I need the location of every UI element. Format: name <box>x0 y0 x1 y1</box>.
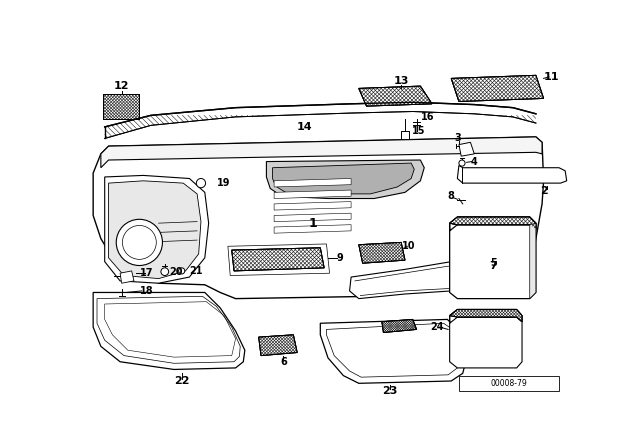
Text: 13: 13 <box>394 76 409 86</box>
Text: 17: 17 <box>140 268 154 278</box>
Polygon shape <box>359 86 432 106</box>
Polygon shape <box>530 223 536 299</box>
Text: 20: 20 <box>169 267 182 277</box>
Circle shape <box>196 178 205 188</box>
Polygon shape <box>103 94 140 119</box>
Text: 18: 18 <box>140 286 154 296</box>
Polygon shape <box>459 142 474 156</box>
Text: 15: 15 <box>412 126 426 136</box>
Text: 19: 19 <box>218 178 231 188</box>
Text: 21: 21 <box>189 266 202 276</box>
Polygon shape <box>151 108 236 125</box>
Polygon shape <box>320 319 467 383</box>
Text: 4: 4 <box>471 156 477 167</box>
Polygon shape <box>93 137 543 299</box>
Polygon shape <box>105 102 536 138</box>
Polygon shape <box>101 137 542 168</box>
Polygon shape <box>513 108 536 123</box>
Polygon shape <box>450 223 536 299</box>
Polygon shape <box>450 217 536 229</box>
Polygon shape <box>351 102 413 113</box>
Polygon shape <box>359 86 432 106</box>
Text: 16: 16 <box>421 112 435 122</box>
Text: 14: 14 <box>297 122 313 132</box>
Polygon shape <box>450 217 536 229</box>
Text: 12: 12 <box>114 81 129 91</box>
Text: 11: 11 <box>543 72 559 82</box>
Polygon shape <box>474 104 513 117</box>
Circle shape <box>161 268 168 276</box>
Polygon shape <box>450 310 522 322</box>
Polygon shape <box>232 248 324 271</box>
Polygon shape <box>103 94 140 119</box>
Text: 23: 23 <box>382 386 397 396</box>
Circle shape <box>179 268 185 274</box>
Text: 24: 24 <box>431 322 444 332</box>
Text: 00008-79: 00008-79 <box>491 379 527 388</box>
Polygon shape <box>382 319 417 332</box>
Text: 3: 3 <box>454 134 461 143</box>
Polygon shape <box>359 242 405 263</box>
Polygon shape <box>274 190 351 198</box>
Polygon shape <box>105 176 209 283</box>
Text: 7: 7 <box>490 260 497 271</box>
Polygon shape <box>450 310 522 322</box>
Bar <box>459 375 559 391</box>
Polygon shape <box>274 202 351 210</box>
Polygon shape <box>458 165 566 183</box>
Polygon shape <box>120 271 134 283</box>
Polygon shape <box>451 75 543 102</box>
Polygon shape <box>401 131 409 140</box>
Text: 2: 2 <box>540 186 547 196</box>
Text: 5: 5 <box>490 258 497 268</box>
Text: 22: 22 <box>174 376 189 386</box>
Polygon shape <box>382 319 417 332</box>
Polygon shape <box>274 225 351 233</box>
Polygon shape <box>413 102 474 114</box>
Polygon shape <box>105 116 151 138</box>
Polygon shape <box>236 104 351 117</box>
Circle shape <box>459 160 465 166</box>
Text: 8: 8 <box>448 191 454 201</box>
Polygon shape <box>93 293 245 370</box>
Text: 10: 10 <box>402 241 415 251</box>
Polygon shape <box>274 213 351 222</box>
Polygon shape <box>232 248 324 271</box>
Polygon shape <box>259 335 297 356</box>
Polygon shape <box>450 217 536 229</box>
Polygon shape <box>451 75 543 102</box>
Polygon shape <box>273 163 414 194</box>
Text: 9: 9 <box>336 253 343 263</box>
Polygon shape <box>359 242 405 263</box>
Polygon shape <box>259 335 297 356</box>
Text: 1: 1 <box>308 217 317 230</box>
Polygon shape <box>109 181 201 279</box>
Polygon shape <box>274 178 351 187</box>
Polygon shape <box>349 260 504 299</box>
Polygon shape <box>450 315 522 368</box>
Circle shape <box>116 220 163 266</box>
Polygon shape <box>266 160 424 198</box>
Text: 6: 6 <box>280 357 287 367</box>
